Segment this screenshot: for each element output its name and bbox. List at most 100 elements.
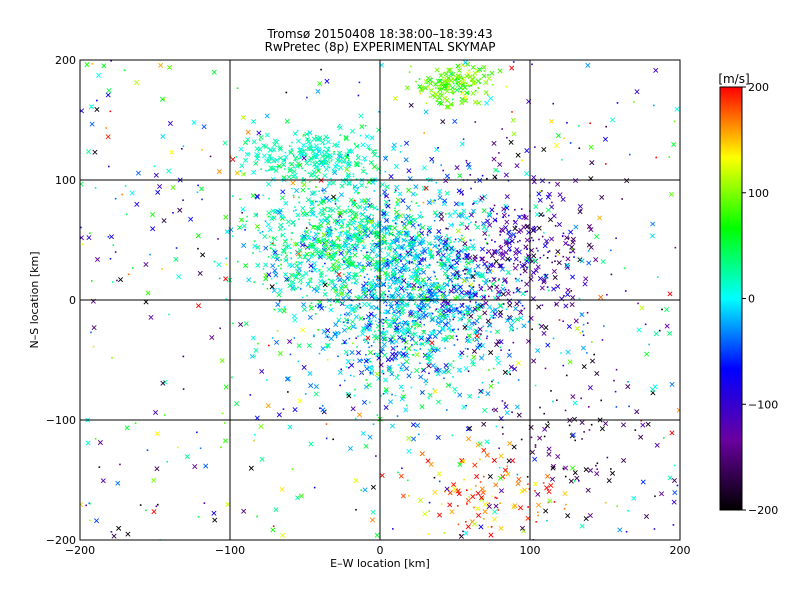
scatter-point <box>151 477 157 483</box>
scatter-point <box>501 426 504 429</box>
scatter-point <box>596 468 599 471</box>
scatter-point <box>125 213 128 216</box>
scatter-point <box>433 286 439 292</box>
scatter-point <box>490 495 493 498</box>
scatter-point <box>424 258 426 261</box>
scatter-point <box>462 324 468 330</box>
scatter-point <box>535 347 541 353</box>
scatter-point <box>377 155 380 158</box>
scatter-point <box>166 168 172 174</box>
scatter-point <box>546 451 552 457</box>
scatter-point <box>329 304 332 306</box>
scatter-point <box>391 528 394 530</box>
scatter-point <box>669 430 675 436</box>
scatter-point <box>415 193 418 196</box>
scatter-point <box>379 472 385 479</box>
scatter-point <box>473 292 479 298</box>
scatter-point <box>317 328 319 331</box>
scatter-point <box>468 85 471 88</box>
scatter-point <box>588 429 591 431</box>
scatter-point <box>111 281 114 283</box>
scatter-point <box>300 241 302 243</box>
scatter-point <box>335 289 338 291</box>
scatter-point <box>449 249 452 252</box>
scatter-point <box>305 281 311 287</box>
scatter-point <box>470 221 472 224</box>
scatter-point <box>322 282 328 288</box>
scatter-point <box>555 249 561 255</box>
scatter-point <box>435 87 437 89</box>
scatter-point <box>338 123 341 126</box>
scatter-point <box>396 415 399 417</box>
scatter-point <box>275 282 278 285</box>
scatter-point <box>491 290 493 292</box>
scatter-point <box>395 303 401 309</box>
scatter-point <box>628 153 631 156</box>
scatter-point <box>652 384 658 390</box>
scatter-point <box>343 218 346 221</box>
scatter-point <box>334 202 337 205</box>
scatter-point <box>434 309 437 312</box>
scatter-point <box>385 259 388 262</box>
scatter-point <box>343 261 345 263</box>
scatter-point <box>385 304 388 307</box>
scatter-point <box>305 154 308 156</box>
scatter-point <box>462 257 465 260</box>
scatter-point <box>483 89 489 96</box>
scatter-point <box>166 460 168 463</box>
scatter-point <box>254 193 260 199</box>
scatter-point <box>363 338 369 344</box>
scatter-point <box>475 506 481 512</box>
scatter-point <box>278 213 284 219</box>
scatter-point <box>408 262 411 265</box>
scatter-point <box>513 256 519 262</box>
scatter-point <box>493 482 499 488</box>
scatter-point <box>587 406 590 408</box>
scatter-point <box>348 246 351 249</box>
scatter-point <box>469 300 472 303</box>
scatter-point <box>400 362 406 368</box>
scatter-point <box>451 434 454 437</box>
scatter-point <box>182 199 184 201</box>
scatter-point <box>400 198 406 204</box>
scatter-point <box>356 192 359 195</box>
scatter-point <box>363 443 369 449</box>
scatter-point <box>400 280 403 283</box>
scatter-point <box>440 503 443 505</box>
scatter-point <box>475 485 477 487</box>
scatter-point <box>437 146 439 149</box>
scatter-point <box>403 264 409 270</box>
scatter-point <box>458 248 464 254</box>
scatter-point <box>326 186 329 188</box>
scatter-point <box>411 436 417 442</box>
scatter-point <box>417 83 423 90</box>
scatter-point <box>303 244 306 247</box>
scatter-point <box>305 244 311 250</box>
scatter-point <box>253 160 259 166</box>
scatter-point <box>358 302 361 305</box>
scatter-point <box>254 156 260 162</box>
scatter-point <box>280 267 282 270</box>
scatter-point <box>668 191 674 197</box>
scatter-point <box>435 434 441 441</box>
scatter-point <box>521 159 523 162</box>
scatter-point <box>324 159 327 162</box>
scatter-point <box>451 486 457 492</box>
scatter-point <box>309 211 315 217</box>
scatter-point <box>327 136 330 139</box>
scatter-point <box>423 354 426 356</box>
scatter-point <box>284 376 290 382</box>
scatter-point <box>512 341 515 344</box>
scatter-point <box>542 243 548 249</box>
scatter-point <box>512 503 518 509</box>
scatter-point <box>301 364 307 370</box>
scatter-point <box>358 234 361 236</box>
scatter-point <box>339 227 342 229</box>
scatter-point <box>316 149 322 155</box>
scatter-point <box>295 271 301 277</box>
scatter-point <box>420 226 423 228</box>
scatter-point <box>384 184 390 190</box>
scatter-point <box>541 235 544 238</box>
scatter-point <box>394 236 401 242</box>
scatter-point <box>493 277 495 280</box>
